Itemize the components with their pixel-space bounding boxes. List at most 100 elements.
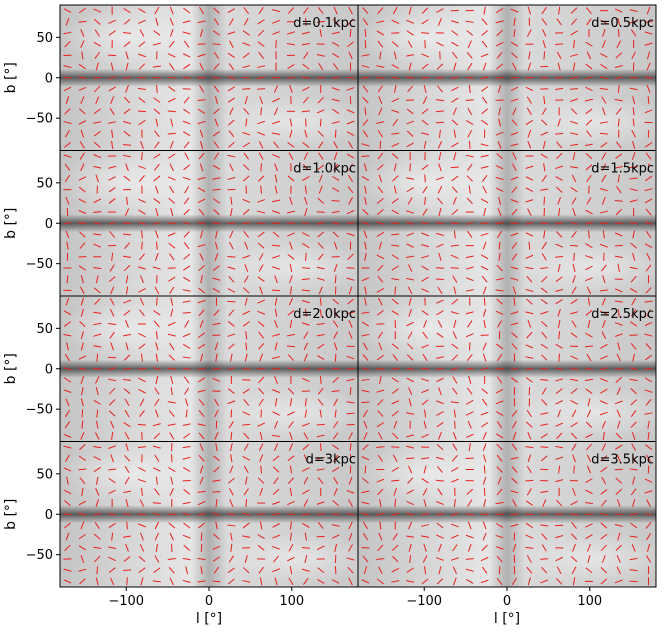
polarization-vector: [230, 353, 233, 362]
polarization-vector: [138, 288, 146, 293]
polarization-vector: [555, 367, 564, 370]
polarization-vector: [66, 275, 69, 284]
polarization-vector: [289, 431, 293, 440]
polarization-vector: [511, 208, 518, 216]
polarization-vector: [391, 142, 400, 148]
polarization-vector: [331, 98, 340, 102]
polarization-vector: [585, 421, 593, 428]
polarization-vector: [542, 140, 546, 149]
polarization-vector: [555, 535, 564, 539]
polarization-vector: [378, 174, 383, 183]
polarization-vector: [512, 420, 517, 429]
panel: d=0.5kpc: [357, 4, 657, 151]
polarization-vector: [585, 489, 593, 495]
polarization-vector: [617, 308, 620, 317]
polarization-vector: [138, 175, 145, 182]
polarization-vector: [572, 454, 576, 463]
polarization-vector: [346, 120, 355, 125]
polarization-vector: [572, 62, 576, 71]
polarization-vector: [155, 241, 158, 250]
polarization-vector: [94, 85, 101, 93]
polarization-vector: [197, 389, 206, 393]
polarization-vector: [316, 323, 325, 325]
polarization-vector: [167, 97, 176, 103]
y-tick-label: −50: [26, 403, 53, 418]
polarization-vector: [96, 566, 98, 575]
polarization-vector: [154, 454, 160, 462]
polarization-vector: [421, 310, 429, 316]
polarization-vector: [123, 299, 131, 304]
polarization-vector: [630, 242, 638, 249]
polarization-vector: [451, 119, 459, 126]
polarization-vector: [630, 421, 637, 428]
polarization-vector: [109, 308, 115, 317]
polarization-vector: [421, 255, 430, 259]
polarization-vector: [155, 17, 159, 26]
polarization-vector: [450, 478, 459, 483]
polarization-vector: [436, 444, 444, 451]
polarization-vector: [495, 343, 504, 350]
polarization-vector: [63, 513, 72, 516]
polarization-vector: [260, 163, 262, 172]
polarization-vector: [630, 275, 637, 283]
polarization-vector: [184, 152, 189, 160]
polarization-vector: [78, 186, 86, 193]
polarization-vector: [346, 277, 355, 281]
polarization-vector: [318, 152, 324, 160]
polarization-vector: [316, 513, 325, 516]
polarization-vector: [138, 209, 146, 215]
polarization-vector: [409, 163, 411, 172]
polarization-vector: [333, 6, 338, 15]
polarization-vector: [436, 501, 444, 506]
polarization-vector: [393, 84, 397, 93]
panel-distance-label: d=2.5kpc: [591, 307, 654, 322]
polarization-vector: [123, 264, 131, 272]
polarization-vector: [617, 342, 621, 351]
polarization-vector: [243, 432, 250, 440]
polarization-vector: [346, 222, 355, 225]
polarization-vector: [541, 6, 547, 15]
polarization-vector: [123, 233, 132, 236]
polarization-vector: [349, 96, 352, 105]
polarization-vector: [80, 375, 85, 384]
polarization-vector: [258, 264, 264, 272]
polarization-vector: [586, 543, 591, 552]
polarization-vector: [169, 17, 174, 26]
polarization-vector: [453, 152, 457, 161]
polarization-vector: [436, 400, 444, 405]
polarization-vector: [245, 118, 248, 127]
polarization-vector: [512, 431, 517, 440]
polarization-vector: [379, 521, 382, 530]
polarization-vector: [466, 51, 473, 59]
polarization-vector: [644, 478, 653, 483]
polarization-vector: [483, 208, 487, 217]
polarization-vector: [123, 8, 131, 14]
polarization-vector: [317, 7, 324, 15]
polarization-vector: [63, 467, 72, 472]
polarization-vector: [213, 141, 220, 149]
polarization-vector: [614, 255, 623, 259]
polarization-vector: [570, 332, 578, 338]
polarization-vector: [438, 163, 442, 172]
polarization-vector: [346, 311, 355, 315]
polarization-vector: [332, 63, 339, 71]
polarization-vector: [496, 421, 503, 429]
polarization-vector: [257, 210, 266, 214]
polarization-vector: [302, 243, 310, 249]
polarization-vector: [213, 51, 220, 59]
polarization-vector: [482, 353, 487, 362]
polarization-vector: [361, 401, 370, 404]
polarization-vector: [243, 164, 250, 171]
polarization-vector: [378, 96, 383, 105]
polarization-vector: [451, 467, 459, 472]
polarization-vector: [95, 174, 99, 183]
panel: d=2.5kpc: [357, 295, 657, 442]
polarization-vector: [571, 174, 577, 183]
polarization-vector: [139, 410, 145, 417]
polarization-vector: [571, 522, 577, 529]
polarization-vector: [242, 222, 251, 225]
polarization-vector: [199, 29, 204, 37]
polarization-vector: [215, 521, 218, 530]
